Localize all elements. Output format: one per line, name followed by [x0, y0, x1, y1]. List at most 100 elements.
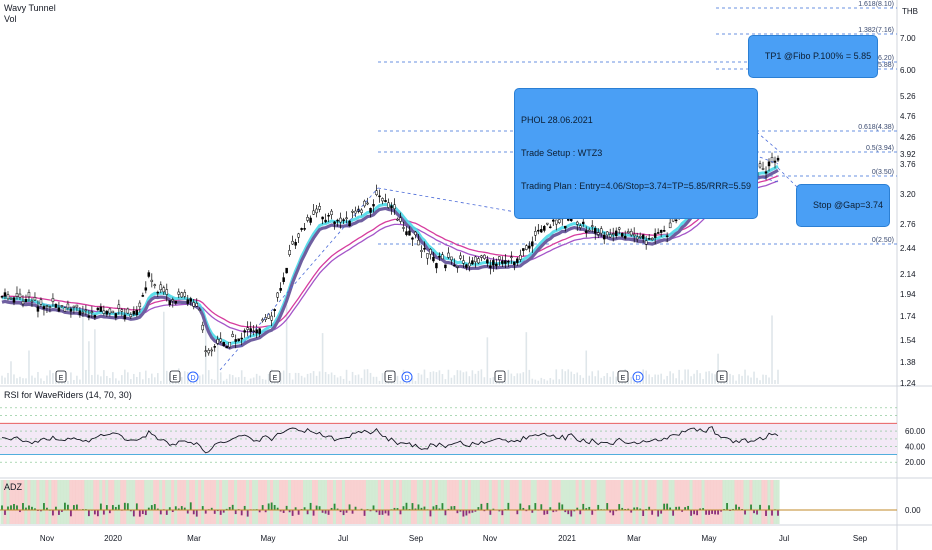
adz-bar[interactable]: [501, 510, 504, 516]
adz-bar[interactable]: [174, 506, 177, 511]
candle-body[interactable]: [390, 205, 393, 209]
candle-body[interactable]: [378, 195, 381, 198]
adz-bar[interactable]: [19, 510, 21, 513]
adz-bar[interactable]: [444, 510, 447, 516]
candle-body[interactable]: [117, 304, 121, 309]
candle-body[interactable]: [363, 200, 366, 207]
adz-bar[interactable]: [309, 502, 312, 511]
candle-body[interactable]: [387, 202, 390, 208]
candle-body[interactable]: [54, 303, 58, 308]
adz-bar[interactable]: [135, 503, 138, 511]
price-tick-label[interactable]: 7.00: [900, 34, 916, 43]
candle-body[interactable]: [546, 222, 549, 225]
candle-body[interactable]: [611, 233, 615, 235]
candle-body[interactable]: [420, 250, 423, 252]
candle-body[interactable]: [177, 291, 181, 295]
candle-body[interactable]: [558, 219, 561, 223]
candle-body[interactable]: [300, 228, 303, 230]
adz-bar[interactable]: [768, 505, 770, 511]
candle-body[interactable]: [285, 267, 288, 274]
candle-body[interactable]: [105, 310, 109, 315]
candle-body[interactable]: [159, 284, 163, 291]
candle-body[interactable]: [522, 248, 525, 251]
candle-body[interactable]: [480, 255, 483, 258]
dividend-marker[interactable]: [187, 371, 199, 383]
adz-bar[interactable]: [549, 507, 552, 511]
adz-bar[interactable]: [585, 508, 588, 511]
candle-body[interactable]: [668, 222, 672, 229]
adz-bar[interactable]: [516, 510, 519, 515]
adz-bar[interactable]: [543, 510, 546, 515]
candle-body[interactable]: [584, 230, 588, 233]
candle-body[interactable]: [354, 210, 357, 214]
earnings-marker-label[interactable]: E: [273, 375, 278, 382]
candle-body[interactable]: [309, 217, 312, 223]
candle-body[interactable]: [0, 295, 4, 298]
adz-bar[interactable]: [636, 507, 639, 511]
adz-bar[interactable]: [73, 505, 75, 511]
time-axis-label[interactable]: 2020: [104, 534, 122, 543]
price-axis[interactable]: 7.00 6.00 5.26 4.76 4.26 3.923.76 3.20 2.76 2.44…: [900, 7, 918, 388]
adz-pane[interactable]: 0.00: [0, 480, 921, 524]
adz-bar[interactable]: [711, 510, 713, 514]
candle-body[interactable]: [303, 228, 306, 230]
candle-body[interactable]: [90, 311, 94, 313]
adz-bar[interactable]: [46, 507, 48, 511]
adz-bar[interactable]: [756, 510, 758, 515]
adz-bar[interactable]: [22, 503, 24, 511]
candle-body[interactable]: [198, 309, 201, 311]
adz-bar[interactable]: [315, 505, 318, 511]
candle-body[interactable]: [120, 309, 124, 312]
adz-bar[interactable]: [64, 502, 66, 511]
adz-bar[interactable]: [570, 510, 573, 517]
rsi-line[interactable]: [1, 426, 779, 454]
candle-body[interactable]: [243, 330, 246, 333]
candle-body[interactable]: [108, 308, 112, 314]
adz-bar[interactable]: [618, 504, 621, 511]
candle-body[interactable]: [516, 258, 519, 263]
tp-callout[interactable]: TP1 @Fibo P.100% = 5.85: [748, 35, 879, 78]
candle-body[interactable]: [186, 299, 190, 304]
candle-body[interactable]: [219, 338, 222, 342]
candle-body[interactable]: [540, 229, 543, 233]
candle-body[interactable]: [393, 204, 396, 209]
adz-bar[interactable]: [435, 504, 438, 511]
adz-bar[interactable]: [7, 506, 9, 511]
candle-body[interactable]: [465, 264, 468, 268]
adz-bar[interactable]: [171, 510, 174, 513]
candle-body[interactable]: [620, 233, 624, 237]
candle-body[interactable]: [291, 240, 294, 245]
adz-bar[interactable]: [327, 510, 330, 515]
adz-bar[interactable]: [31, 506, 33, 511]
candle-body[interactable]: [216, 339, 219, 344]
candle-body[interactable]: [626, 231, 630, 234]
candle-body[interactable]: [129, 314, 133, 318]
candle-body[interactable]: [279, 288, 282, 291]
adz-bar[interactable]: [96, 510, 99, 517]
candle-body[interactable]: [324, 219, 327, 223]
candle-body[interactable]: [468, 262, 471, 267]
adz-bar[interactable]: [55, 506, 57, 511]
adz-bar[interactable]: [468, 510, 471, 514]
candle-body[interactable]: [471, 260, 474, 265]
price-tick-label[interactable]: 6.00: [900, 66, 916, 75]
candle-body[interactable]: [507, 260, 510, 263]
adz-bar[interactable]: [354, 506, 357, 511]
earnings-marker-label[interactable]: E: [621, 375, 626, 382]
trade-plan-callout[interactable]: PHOL 28.06.2021 Trade Setup : WTZ3 Tradi…: [514, 88, 759, 219]
adz-bar[interactable]: [411, 503, 414, 511]
rsi-tick-label[interactable]: 40.00: [905, 443, 926, 452]
candle-body[interactable]: [596, 232, 600, 235]
dividend-marker-label[interactable]: D: [635, 375, 640, 382]
adz-bar[interactable]: [288, 510, 291, 513]
adz-bar[interactable]: [183, 507, 186, 511]
time-axis-label[interactable]: Sep: [409, 534, 424, 543]
adz-bar[interactable]: [471, 510, 474, 513]
earnings-marker[interactable]: [55, 370, 67, 383]
adz-bar[interactable]: [4, 510, 6, 515]
adz-bar[interactable]: [147, 507, 150, 511]
adz-bar[interactable]: [240, 510, 243, 516]
candle-body[interactable]: [234, 339, 237, 342]
adz-bar[interactable]: [750, 504, 752, 511]
